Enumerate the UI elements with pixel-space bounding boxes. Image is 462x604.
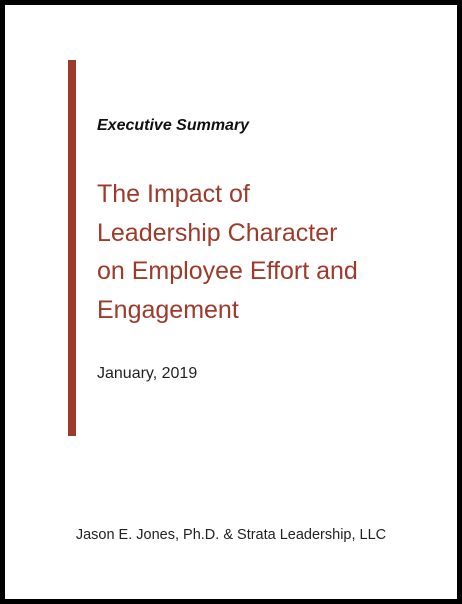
document-authors: Jason E. Jones, Ph.D. & Strata Leadershi… — [75, 527, 387, 543]
document-title: The Impact of Leadership Character on Em… — [97, 175, 427, 329]
title-line: The Impact of — [97, 180, 250, 208]
title-line: Engagement — [97, 295, 239, 324]
document-date: January, 2019 — [97, 365, 198, 382]
accent-bar — [68, 60, 76, 436]
title-line: Leadership Character — [97, 218, 338, 247]
document-label: Executive Summary — [97, 117, 250, 134]
title-line: on Employee Effort and — [97, 257, 358, 285]
